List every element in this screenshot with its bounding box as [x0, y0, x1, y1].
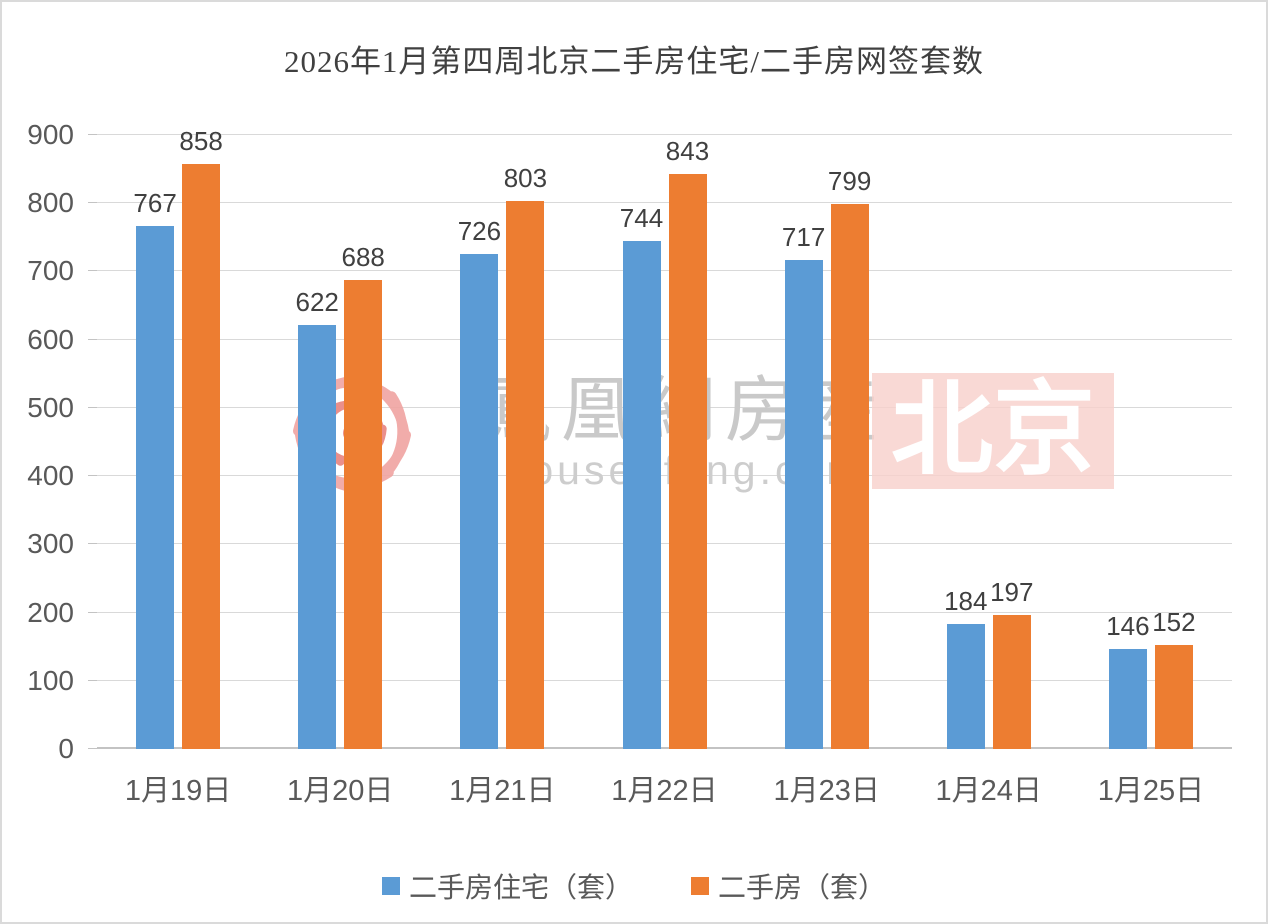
bar	[298, 324, 337, 749]
legend-item: 二手房（套）	[691, 866, 886, 906]
gridline	[97, 406, 1232, 408]
bar-value-label: 622	[295, 286, 339, 317]
y-axis-label: 700	[27, 255, 74, 287]
bar-value-label: 688	[341, 241, 385, 272]
x-axis-label: 1月23日	[773, 775, 880, 807]
y-axis-label: 500	[27, 391, 74, 423]
bar	[1108, 649, 1147, 749]
bar	[136, 225, 175, 749]
bar	[622, 241, 661, 749]
x-axis-label: 1月19日	[124, 775, 232, 807]
bar-value-label: 843	[665, 135, 710, 166]
x-axis-label: 1月22日	[611, 775, 718, 807]
bar	[460, 253, 499, 749]
bar-value-label: 767	[133, 187, 177, 218]
y-axis: 0 100 200 300 400 500 600 700 800 900	[2, 119, 74, 764]
bar	[668, 173, 707, 749]
bar	[182, 163, 221, 749]
bar	[946, 623, 985, 749]
y-axis-tick	[88, 270, 97, 272]
y-axis-tick	[88, 543, 97, 545]
y-axis-label: 200	[27, 596, 74, 628]
bar-value-label: 717	[781, 221, 826, 252]
y-axis-label: 900	[27, 119, 74, 150]
legend-label: 二手房住宅（套）	[408, 872, 633, 903]
y-axis-label: 800	[27, 187, 74, 219]
legend-item: 二手房住宅（套）	[381, 866, 633, 906]
gridline	[97, 270, 1232, 272]
legend-swatch	[691, 877, 709, 895]
y-axis-label: 0	[58, 733, 74, 764]
gridline	[97, 134, 1232, 135]
y-axis-label: 400	[27, 460, 74, 492]
chart-title: 2026年1月第四周北京二手房住宅/二手房网签套数	[283, 44, 985, 79]
bar	[830, 203, 869, 749]
y-axis-tick	[88, 202, 97, 204]
gridline	[97, 202, 1232, 204]
bars-layer: 767 858 622 688 726 803 744 843 717 799 184 197 146 1…	[97, 126, 1232, 749]
bar	[992, 614, 1031, 749]
gridline	[97, 679, 1232, 681]
gridline	[97, 338, 1232, 340]
plot-area: 鳳凰網房産 house.ifeng.com 北京 767858622688726…	[88, 126, 1232, 749]
bar-value-label: 803	[503, 163, 548, 194]
bar	[506, 201, 545, 749]
y-axis-label: 100	[27, 664, 74, 696]
y-axis-tick	[88, 748, 97, 749]
bar	[344, 279, 383, 749]
bar	[784, 259, 823, 749]
y-axis-tick	[88, 134, 97, 135]
y-axis-label: 600	[27, 323, 74, 355]
bar-value-label: 146	[1106, 611, 1150, 642]
bar-value-label: 744	[619, 203, 664, 234]
bar-value-label: 152	[1152, 607, 1196, 638]
bar-value-label: 858	[179, 125, 223, 156]
legend-swatch	[381, 877, 400, 895]
x-axis-label: 1月21日	[449, 775, 556, 807]
legend: 二手房住宅（套） 二手房（套）	[2, 866, 1266, 906]
x-axis-label: 1月20日	[286, 775, 394, 807]
x-axis-line	[97, 747, 1232, 749]
y-axis-tick	[88, 611, 97, 613]
bar-value-label: 726	[457, 215, 502, 246]
gridlines-layer	[88, 134, 1232, 749]
y-axis-tick	[88, 338, 97, 340]
bar-value-label: 799	[827, 165, 872, 196]
gridline	[97, 475, 1232, 477]
y-axis-label: 300	[27, 528, 74, 560]
y-axis-tick	[88, 679, 97, 681]
bar-value-label: 184	[944, 585, 988, 616]
gridline	[97, 543, 1232, 545]
x-axis: 1月19日 1月20日 1月21日 1月22日 1月23日 1月24日 1月25日	[97, 767, 1232, 813]
x-axis-label: 1月25日	[1097, 775, 1205, 807]
gridline	[97, 611, 1232, 613]
x-axis-label: 1月24日	[935, 775, 1042, 807]
y-axis-tick	[88, 475, 97, 477]
y-axis-tick	[88, 406, 97, 408]
legend-label: 二手房（套）	[718, 872, 887, 903]
bar	[1154, 645, 1193, 749]
bar-value-label: 197	[990, 576, 1034, 607]
